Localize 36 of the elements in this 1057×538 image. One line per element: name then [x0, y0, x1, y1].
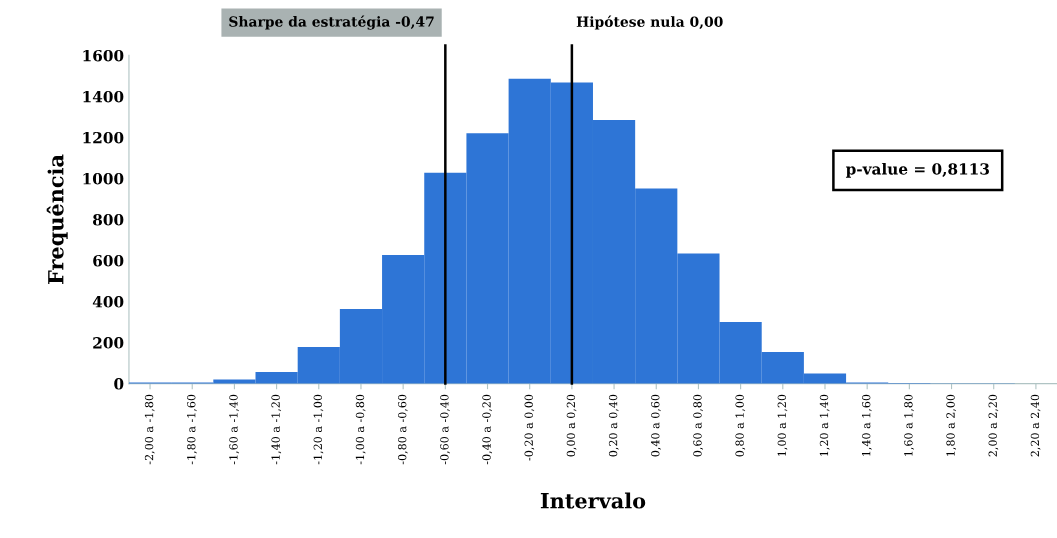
ref-line-label: Sharpe da estratégia -0,47 [229, 15, 434, 30]
x-tick-label: -1,40 a -1,20 [271, 394, 282, 465]
x-tick-label: 0,00 a 0,20 [566, 394, 577, 457]
y-tick-label: 400 [92, 296, 124, 308]
y-tick-label: 600 [93, 254, 124, 267]
y-tick-label: 1200 [83, 131, 124, 144]
x-tick-label: 0,40 a 0,60 [651, 394, 661, 457]
x-tick-label: 1,20 a 1,40 [819, 394, 830, 456]
x-tick-label: -1,20 a -1,00 [313, 394, 324, 465]
x-tick-label: 1,00 a 1,20 [777, 394, 788, 456]
x-tick-label: -0,40 a -0,20 [482, 394, 493, 465]
x-tick-label: -0,20 a 0,00 [524, 394, 535, 461]
y-tick-label: 200 [93, 337, 124, 349]
ref-line-label: Hipótese nula 0,00 [576, 15, 723, 30]
x-tick-label: -0,60 a -0,40 [440, 394, 450, 465]
x-tick-label: 1,80 a 2,00 [946, 394, 957, 456]
x-tick-label: 1,60 a 1,80 [904, 394, 914, 456]
y-tick-label: 0 [114, 378, 124, 390]
x-tick-label: 1,40 a 1,60 [861, 394, 872, 456]
x-tick-label: -1,80 a -1,60 [187, 394, 197, 465]
x-tick-label: 2,20 a 2,40 [1030, 394, 1041, 457]
x-tick-label: -2,00 a -1,80 [144, 394, 155, 465]
y-tick-label: 1000 [83, 172, 124, 185]
x-tick-label: 2,00 a 2,20 [988, 394, 999, 457]
annotation: p-value = 0,8113 [845, 162, 989, 178]
x-tick-label: 0,60 a 0,80 [693, 394, 704, 457]
y-tick-label: 1400 [83, 90, 124, 103]
x-tick-label: -0,80 a -0,60 [397, 394, 408, 465]
y-tick-label: 1600 [83, 49, 124, 62]
y-tick-label: 800 [92, 213, 124, 226]
x-tick-label: 0,20 a 0,40 [608, 394, 619, 457]
x-tick-label: -1,00 a -0,80 [355, 394, 366, 465]
x-axis-title: Intervalo [540, 492, 646, 509]
x-tick-label: 0,80 a 1,00 [735, 394, 746, 457]
y-axis-title: Frequência [46, 154, 68, 284]
x-tick-label: -1,60 a -1,40 [229, 394, 239, 465]
